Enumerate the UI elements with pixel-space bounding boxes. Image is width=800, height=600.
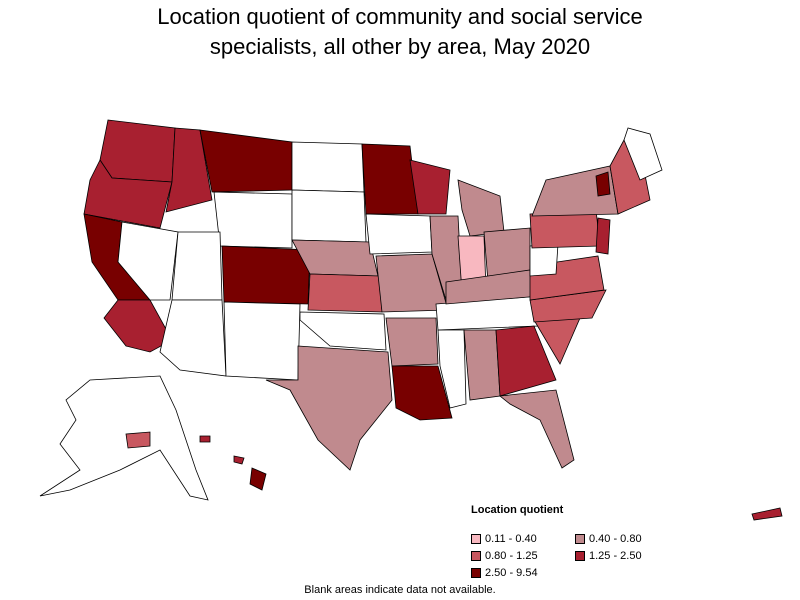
region-puerto-rico[interactable] xyxy=(751,507,783,521)
legend-swatch-3 xyxy=(471,551,481,561)
legend-label-5: 2.50 - 9.54 xyxy=(485,567,538,579)
region-hawaii[interactable] xyxy=(249,467,267,491)
contiguous-us xyxy=(83,119,663,471)
title-line-2: specialists, all other by area, May 2020 xyxy=(209,34,591,59)
region-utah[interactable] xyxy=(171,231,223,301)
region-arizona[interactable] xyxy=(159,299,227,377)
region-michigan[interactable] xyxy=(457,179,505,237)
region-texas[interactable] xyxy=(265,345,393,471)
region-colorado[interactable] xyxy=(221,245,311,305)
region-louisiana[interactable] xyxy=(391,365,453,421)
region-hawaii-islands[interactable] xyxy=(199,435,245,465)
legend-title: Location quotient xyxy=(471,504,564,516)
region-alaska[interactable] xyxy=(39,375,209,501)
region-washington[interactable] xyxy=(99,119,176,183)
legend-swatch-2 xyxy=(575,534,585,544)
region-north-dakota[interactable] xyxy=(291,141,365,193)
legend-item-2: 0.40 - 0.80 xyxy=(575,532,685,546)
legend: Location quotient 0.11 - 0.40 0.40 - 0.8… xyxy=(471,504,711,580)
region-georgia[interactable] xyxy=(495,325,557,397)
legend-item-5: 2.50 - 9.54 xyxy=(471,566,575,580)
region-montana[interactable] xyxy=(199,129,293,193)
region-kansas[interactable] xyxy=(307,273,383,313)
legend-swatch-1 xyxy=(471,534,481,544)
region-idaho[interactable] xyxy=(165,127,213,213)
region-arkansas[interactable] xyxy=(385,317,439,367)
footnote: Blank areas indicate data not available. xyxy=(304,584,496,596)
legend-item-3: 0.80 - 1.25 xyxy=(471,549,575,563)
region-oklahoma[interactable] xyxy=(299,311,387,351)
title-line-1: Location quotient of community and socia… xyxy=(157,4,643,29)
legend-grid: 0.11 - 0.40 0.40 - 0.80 0.80 - 1.25 1.25… xyxy=(471,532,711,580)
legend-label-3: 0.80 - 1.25 xyxy=(485,550,538,562)
legend-swatch-5 xyxy=(471,568,481,578)
region-alabama[interactable] xyxy=(463,329,501,401)
region-nevada[interactable] xyxy=(117,221,179,301)
legend-swatch-4 xyxy=(575,551,585,561)
region-west-virginia[interactable] xyxy=(529,243,559,277)
map-title: Location quotient of community and socia… xyxy=(0,2,800,62)
region-wisconsin[interactable] xyxy=(409,159,451,215)
legend-label-2: 0.40 - 0.80 xyxy=(589,533,642,545)
region-oregon[interactable] xyxy=(83,159,173,229)
region-minnesota[interactable] xyxy=(361,143,419,215)
region-mississippi[interactable] xyxy=(437,329,467,409)
region-florida[interactable] xyxy=(498,389,575,469)
legend-label-1: 0.11 - 0.40 xyxy=(485,533,537,545)
region-new-mexico[interactable] xyxy=(223,301,301,381)
region-vermont[interactable] xyxy=(595,171,611,197)
region-maine[interactable] xyxy=(623,127,663,181)
legend-item-4: 1.25 - 2.50 xyxy=(575,549,685,563)
legend-label-4: 1.25 - 2.50 xyxy=(589,550,642,562)
region-iowa[interactable] xyxy=(365,213,433,255)
region-alaska-south[interactable] xyxy=(125,431,151,449)
legend-item-1: 0.11 - 0.40 xyxy=(471,532,575,546)
region-south-dakota[interactable] xyxy=(291,189,367,243)
region-new-jersey[interactable] xyxy=(595,217,611,255)
region-wyoming[interactable] xyxy=(213,191,293,249)
